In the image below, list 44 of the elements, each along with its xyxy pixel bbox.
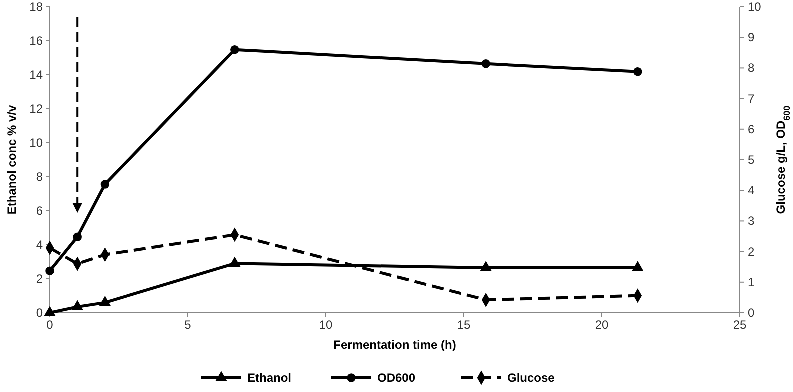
point (480, 261, 492, 272)
point (44, 306, 56, 316)
point (229, 256, 241, 268)
y-tick-label: 0 (36, 306, 44, 320)
y-tick-label: 14 (30, 68, 44, 82)
legend-label: Glucose (508, 371, 556, 385)
y2-tick-label: 8 (748, 61, 755, 76)
y-axis-title: Ethanol conc % v/v (5, 104, 19, 215)
y2-tick-label: 4 (748, 184, 755, 198)
x-tick-label: 15 (457, 318, 471, 332)
y-tick-label: 8 (36, 170, 44, 184)
point (46, 266, 54, 276)
x-tick-label: 0 (46, 318, 54, 332)
point (99, 296, 112, 306)
legend-label: Ethanol (248, 371, 292, 385)
y2-tick-label: 9 (748, 30, 755, 45)
y-tick-label: 16 (30, 34, 44, 48)
point (72, 300, 84, 310)
point (482, 60, 490, 68)
y2-tick-label: 0 (748, 306, 755, 320)
y-tick-label: 18 (30, 0, 44, 14)
x-tick-label: 25 (733, 318, 747, 332)
y-tick-label: 12 (30, 102, 44, 116)
y2-tick-label: 3 (748, 214, 755, 228)
point (100, 180, 110, 189)
y-tick-label: 6 (36, 204, 44, 218)
y2-tick-label: 1 (748, 275, 755, 290)
legend-label: OD600 (378, 371, 416, 385)
x-tick-label: 10 (319, 318, 333, 332)
y2-tick-label: 10 (748, 0, 762, 14)
point (73, 232, 82, 242)
y2-tick-label: 7 (748, 92, 755, 106)
point (632, 261, 644, 272)
y2-tick-label: 5 (748, 153, 755, 167)
point (230, 45, 240, 54)
y2-tick-label: 2 (748, 244, 755, 259)
x-axis-title: Fermentation time (h) (334, 338, 456, 352)
x-tick-label: 20 (595, 318, 609, 332)
y-tick-label: 10 (30, 136, 44, 150)
y-tick-label: 4 (36, 238, 44, 252)
point (634, 68, 642, 76)
y-tick-label: 2 (36, 272, 44, 286)
y2-tick-label: 6 (748, 122, 755, 136)
x-tick-label: 5 (184, 318, 192, 332)
